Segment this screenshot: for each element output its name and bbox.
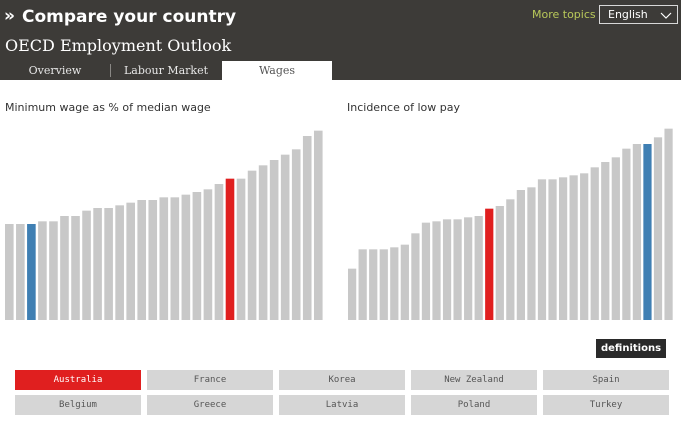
country-button-australia[interactable]: Australia <box>15 370 141 390</box>
country-button-france[interactable]: France <box>147 370 273 390</box>
country-button-korea[interactable]: Korea <box>279 370 405 390</box>
language-select-value: English <box>608 8 648 21</box>
bar[interactable] <box>348 268 357 320</box>
bar[interactable] <box>71 216 80 320</box>
bar[interactable] <box>214 184 224 320</box>
country-button-poland[interactable]: Poland <box>411 395 537 415</box>
bar[interactable] <box>181 194 191 320</box>
language-select[interactable]: English <box>599 5 678 24</box>
bar[interactable] <box>369 249 378 320</box>
bar[interactable] <box>291 149 301 320</box>
bar[interactable] <box>82 210 91 320</box>
bar[interactable] <box>548 179 557 320</box>
bar[interactable] <box>632 144 642 320</box>
bar[interactable] <box>60 216 69 320</box>
bar[interactable] <box>464 217 473 320</box>
bar[interactable] <box>236 178 246 320</box>
bar[interactable] <box>442 219 452 320</box>
bar[interactable] <box>148 200 158 320</box>
bar[interactable] <box>411 233 420 320</box>
bar[interactable] <box>38 221 47 320</box>
bar[interactable] <box>159 197 169 320</box>
country-button-belgium[interactable]: Belgium <box>15 395 141 415</box>
bar[interactable] <box>247 170 257 320</box>
bar[interactable] <box>104 208 113 320</box>
bar[interactable] <box>5 224 14 320</box>
bar[interactable] <box>400 244 409 320</box>
more-topics-link[interactable]: More topics <box>532 8 596 21</box>
country-button-turkey[interactable]: Turkey <box>543 395 669 415</box>
country-button-greece[interactable]: Greece <box>147 395 273 415</box>
bar[interactable] <box>126 202 135 320</box>
bar[interactable] <box>611 157 620 320</box>
bar[interactable] <box>313 130 323 320</box>
bar[interactable] <box>622 148 631 320</box>
bar[interactable] <box>432 221 441 320</box>
tab-wages[interactable]: Wages <box>222 61 332 80</box>
bar[interactable] <box>27 224 36 320</box>
chevron-down-icon <box>660 5 672 22</box>
bar[interactable] <box>653 137 663 320</box>
country-button-latvia[interactable]: Latvia <box>279 395 405 415</box>
oecd-chevrons-icon: » <box>4 6 15 26</box>
bar[interactable] <box>527 187 536 320</box>
bar[interactable] <box>643 144 652 320</box>
definitions-button[interactable]: definitions <box>596 339 666 358</box>
bar[interactable] <box>358 249 367 320</box>
bar[interactable] <box>558 177 568 320</box>
bar[interactable] <box>495 206 504 320</box>
bar[interactable] <box>258 165 268 320</box>
bar[interactable] <box>269 160 279 320</box>
tab-labour-market[interactable]: Labour Market <box>123 64 209 77</box>
bar[interactable] <box>516 190 525 320</box>
page-subtitle: OECD Employment Outlook <box>5 36 232 55</box>
bar[interactable] <box>421 222 431 320</box>
low-pay-chart <box>348 128 673 320</box>
bar[interactable] <box>664 128 673 320</box>
tab-overview[interactable]: Overview <box>28 64 82 77</box>
chart-title-low-pay: Incidence of low pay <box>347 101 460 114</box>
bar[interactable] <box>379 249 388 320</box>
bar[interactable] <box>506 199 515 320</box>
bar[interactable] <box>170 197 180 320</box>
country-button-new-zealand[interactable]: New Zealand <box>411 370 537 390</box>
bar[interactable] <box>192 192 202 320</box>
minimum-wage-chart <box>5 130 323 320</box>
bar[interactable] <box>390 247 399 320</box>
bar[interactable] <box>569 175 578 320</box>
bar[interactable] <box>453 219 462 320</box>
header-bar: » Compare your country OECD Employment O… <box>0 0 681 80</box>
tab-divider <box>110 64 111 77</box>
bar[interactable] <box>49 221 58 320</box>
bar[interactable] <box>225 178 235 320</box>
country-button-spain[interactable]: Spain <box>543 370 669 390</box>
bar[interactable] <box>474 216 483 320</box>
bar[interactable] <box>537 179 547 320</box>
bar[interactable] <box>203 189 213 320</box>
bar[interactable] <box>601 162 610 320</box>
bar[interactable] <box>93 208 102 320</box>
bar[interactable] <box>590 167 599 320</box>
bar[interactable] <box>280 154 290 320</box>
bar[interactable] <box>137 200 147 320</box>
app-title: Compare your country <box>22 7 237 27</box>
chart-title-minimum-wage: Minimum wage as % of median wage <box>5 101 211 114</box>
bar[interactable] <box>580 173 589 320</box>
bar[interactable] <box>485 208 494 320</box>
bar[interactable] <box>16 224 25 320</box>
bar[interactable] <box>302 136 312 320</box>
bar[interactable] <box>115 205 124 320</box>
